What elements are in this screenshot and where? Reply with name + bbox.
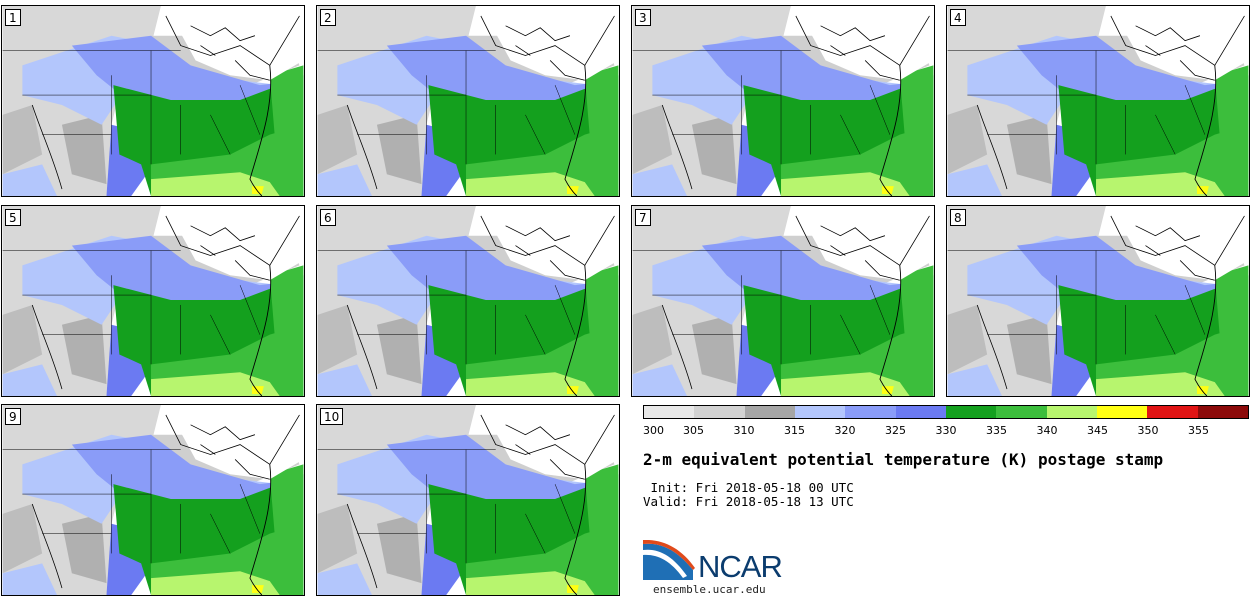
map-image (2, 6, 304, 196)
map-panel-1: 1 (1, 5, 305, 197)
colorbar-segment (644, 406, 695, 418)
panel-label: 6 (320, 209, 336, 226)
map-panel-9: 9 (1, 404, 305, 596)
panel-label: 5 (5, 209, 21, 226)
map-panel-3: 3 (631, 5, 935, 197)
valid-time: Valid: Fri 2018-05-18 13 UTC (643, 494, 854, 509)
map-image (317, 405, 619, 595)
map-panel-10: 10 (316, 404, 620, 596)
map-panel-7: 7 (631, 205, 935, 397)
colorbar-segment (1046, 406, 1097, 418)
colorbar-tick-label: 310 (733, 424, 755, 437)
panel-label: 3 (635, 9, 651, 26)
map-image (632, 6, 934, 196)
colorbar-segment (694, 406, 745, 418)
colorbar-tick-label: 315 (784, 424, 805, 437)
map-panel-4: 4 (946, 5, 1250, 197)
panel-label: 1 (5, 9, 21, 26)
colorbar-tick-label: 300 (643, 424, 664, 437)
colorbar-segment (845, 406, 896, 418)
panel-label: 4 (950, 9, 966, 26)
map-panel-5: 5 (1, 205, 305, 397)
map-panel-8: 8 (946, 205, 1250, 397)
panel-label: 9 (5, 408, 21, 425)
map-image (2, 405, 304, 595)
colorbar-tick-label: 355 (1188, 424, 1209, 437)
map-image (317, 6, 619, 196)
map-image (317, 206, 619, 396)
colorbar-segment (996, 406, 1047, 418)
map-panel-2: 2 (316, 5, 620, 197)
map-image (947, 206, 1249, 396)
colorbar-segment (744, 406, 795, 418)
colorbar-segment (1147, 406, 1198, 418)
colorbar-tick-label: 320 (834, 424, 856, 437)
colorbar-tick-label: 330 (935, 424, 957, 437)
panel-label: 10 (320, 408, 344, 425)
map-image (632, 206, 934, 396)
colorbar-segment (794, 406, 846, 418)
colorbar-tick-label: 345 (1087, 424, 1108, 437)
ncar-logo-icon (643, 540, 695, 580)
colorbar-tick-label: 305 (683, 424, 704, 437)
init-time: Init: Fri 2018-05-18 00 UTC (643, 480, 854, 495)
panel-label: 7 (635, 209, 651, 226)
colorbar-segment (945, 406, 997, 418)
colorbar-tick-label: 340 (1036, 424, 1058, 437)
map-panel-6: 6 (316, 205, 620, 397)
colorbar-tick-label: 325 (885, 424, 906, 437)
colorbar-segment (1197, 406, 1248, 418)
figure-title: 2-m equivalent potential temperature (K)… (643, 450, 1164, 469)
source-url: ensemble.ucar.edu (653, 583, 766, 596)
colorbar (643, 405, 1249, 419)
panel-label: 2 (320, 9, 336, 26)
colorbar-segment (1096, 406, 1148, 418)
colorbar-tick-label: 335 (986, 424, 1007, 437)
ncar-logo-text: NCAR (698, 549, 783, 584)
panel-label: 8 (950, 209, 966, 226)
colorbar-tick-label: 350 (1137, 424, 1159, 437)
colorbar-segment (895, 406, 946, 418)
colorbar-ticks: 300 305 310 315 320 325 330 335 340 345 350 355 (643, 424, 1249, 440)
map-image (2, 206, 304, 396)
map-image (947, 6, 1249, 196)
